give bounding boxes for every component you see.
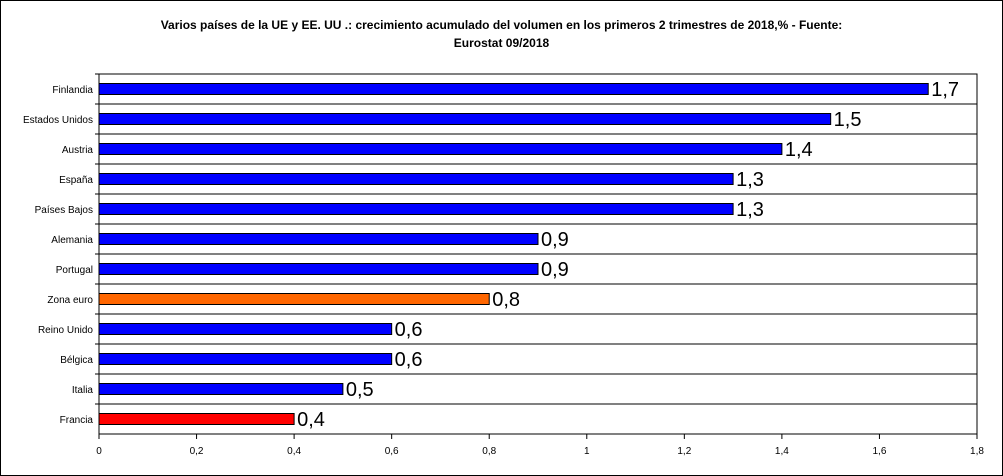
category-label: Zona euro: [47, 295, 93, 306]
data-label: 0,8: [492, 289, 520, 311]
bar: [98, 173, 734, 185]
bar: [98, 113, 832, 125]
data-label: 0,9: [541, 259, 569, 281]
data-label: 1,3: [736, 199, 764, 221]
category-label: Portugal: [56, 265, 93, 276]
x-tick-label: 0: [96, 446, 102, 457]
category-label: Estados Unidos: [23, 115, 93, 126]
data-label: 1,4: [785, 139, 813, 161]
bar: [98, 383, 344, 395]
x-tick-label: 0,2: [190, 446, 204, 457]
bar: [98, 83, 929, 95]
data-label: 0,9: [541, 229, 569, 251]
x-tick-label: 0,4: [287, 446, 301, 457]
x-tick-label: 1,8: [970, 446, 984, 457]
bar: [98, 233, 539, 245]
data-label: 1,3: [736, 169, 764, 191]
x-tick-label: 0,6: [385, 446, 399, 457]
bar: [98, 413, 295, 425]
x-tick-label: 1: [584, 446, 590, 457]
bar: [98, 353, 393, 365]
category-label: Reino Unido: [38, 325, 93, 336]
data-label: 1,7: [931, 79, 959, 101]
category-label: Italia: [72, 385, 94, 396]
data-label: 1,5: [834, 109, 862, 131]
data-label: 0,5: [346, 379, 374, 401]
x-tick-label: 0,8: [482, 446, 496, 457]
category-label: Países Bajos: [35, 205, 93, 216]
bar: [98, 323, 393, 335]
category-label: Austria: [62, 145, 94, 156]
category-label: Finlandia: [52, 85, 93, 96]
bar: [98, 203, 734, 215]
data-label: 0,6: [395, 319, 423, 341]
x-tick-label: 1,6: [872, 446, 886, 457]
data-label: 0,6: [395, 349, 423, 371]
x-tick-label: 1,2: [677, 446, 691, 457]
x-tick-label: 1,4: [775, 446, 789, 457]
bar: [98, 293, 490, 305]
category-label: España: [59, 175, 93, 186]
data-label: 0,4: [297, 409, 325, 431]
category-label: Bélgica: [60, 355, 93, 366]
bar: [98, 263, 539, 275]
category-label: Francia: [60, 415, 94, 426]
category-label: Alemania: [51, 235, 93, 246]
chart-title: Varios países de la UE y EE. UU .: creci…: [160, 18, 843, 50]
bar: [98, 143, 783, 155]
